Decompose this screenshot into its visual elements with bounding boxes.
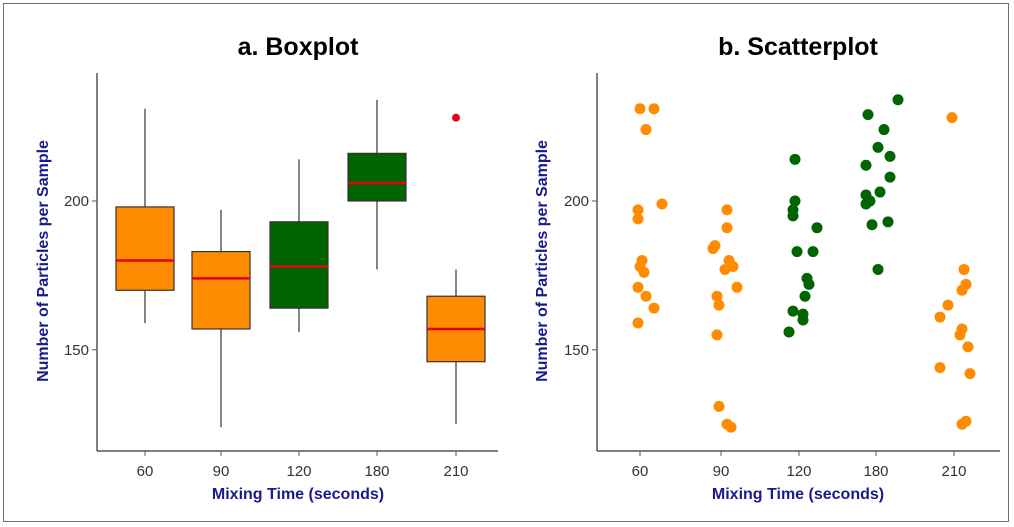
scatterplot-point bbox=[638, 266, 650, 278]
scatterplot-point bbox=[731, 281, 743, 293]
scatterplot-point bbox=[934, 362, 946, 374]
scatterplot-point bbox=[884, 171, 896, 183]
scatterplot-point bbox=[807, 246, 819, 258]
scatterplot-y-axis-label: Number of Particles per Sample bbox=[534, 140, 551, 382]
scatterplot-point bbox=[787, 210, 799, 222]
boxplot-x-axis-label: Mixing Time (seconds) bbox=[212, 486, 384, 503]
scatterplot-title: b. Scatterplot bbox=[718, 33, 878, 61]
scatterplot-point bbox=[648, 103, 660, 115]
scatterplot-point bbox=[721, 204, 733, 216]
boxplot-x-tick-label: 120 bbox=[286, 463, 311, 480]
scatterplot-x-tick-label: 90 bbox=[713, 463, 730, 480]
scatterplot-point bbox=[956, 284, 968, 296]
scatterplot-point bbox=[882, 216, 894, 228]
scatterplot-point bbox=[707, 243, 719, 255]
scatterplot-point bbox=[874, 186, 886, 198]
scatterplot-point bbox=[632, 204, 644, 216]
scatterplot-y-tick-label: 150 bbox=[564, 342, 589, 359]
scatterplot-point bbox=[634, 103, 646, 115]
scatterplot-point bbox=[872, 263, 884, 275]
scatterplot-point bbox=[866, 219, 878, 231]
scatterplot-point bbox=[860, 198, 872, 210]
scatterplot-x-tick-label: 120 bbox=[786, 463, 811, 480]
scatterplot-point bbox=[656, 198, 668, 210]
scatterplot-point bbox=[640, 124, 652, 136]
scatterplot-point bbox=[799, 290, 811, 302]
boxplot-box bbox=[191, 250, 251, 330]
scatterplot-point bbox=[884, 150, 896, 162]
scatterplot-point bbox=[964, 368, 976, 380]
boxplot-box bbox=[269, 221, 329, 309]
scatterplot-y-tick-label: 200 bbox=[564, 193, 589, 210]
scatterplot-point bbox=[791, 246, 803, 258]
boxplot-title: a. Boxplot bbox=[238, 33, 360, 61]
boxplot-x-tick-label: 180 bbox=[364, 463, 389, 480]
boxplot-x-tick-label: 60 bbox=[137, 463, 154, 480]
scatterplot-point bbox=[878, 124, 890, 136]
scatterplot-point bbox=[721, 222, 733, 234]
boxplot-panel: a. Boxplot Number of Particles per Sampl… bbox=[35, 33, 498, 503]
scatterplot-point bbox=[862, 109, 874, 121]
scatterplot-x-tick-label: 210 bbox=[941, 463, 966, 480]
scatterplot-x-tick-label: 60 bbox=[632, 463, 649, 480]
boxplot-y-tick-label: 200 bbox=[64, 193, 89, 210]
scatterplot-point bbox=[783, 326, 795, 338]
scatterplot-point bbox=[811, 222, 823, 234]
scatterplot-point bbox=[787, 305, 799, 317]
boxplot-y-tick-label: 150 bbox=[64, 342, 89, 359]
scatterplot-point bbox=[648, 302, 660, 314]
scatterplot-point bbox=[797, 314, 809, 326]
scatterplot-point bbox=[711, 290, 723, 302]
boxplot-outlier-point bbox=[452, 113, 460, 122]
scatterplot-point bbox=[719, 263, 731, 275]
boxplot-y-axis-label: Number of Particles per Sample bbox=[35, 140, 52, 382]
scatterplot-x-axis-label: Mixing Time (seconds) bbox=[712, 486, 884, 503]
scatterplot-point bbox=[713, 299, 725, 311]
scatterplot-point bbox=[632, 317, 644, 329]
scatterplot-point bbox=[725, 421, 737, 433]
scatterplot-point bbox=[942, 299, 954, 311]
scatterplot-point bbox=[892, 94, 904, 106]
scatterplot-point bbox=[860, 159, 872, 171]
scatterplot-point bbox=[954, 329, 966, 341]
scatterplot-point bbox=[632, 213, 644, 225]
boxplot-x-tick-label: 210 bbox=[443, 463, 468, 480]
scatterplot-point bbox=[962, 341, 974, 353]
boxplot-x-tick-label: 90 bbox=[213, 463, 230, 480]
scatterplot-point bbox=[632, 281, 644, 293]
scatterplot-panel: b. Scatterplot Number of Particles per S… bbox=[534, 33, 1000, 503]
scatterplot-x-tick-label: 180 bbox=[863, 463, 888, 480]
boxplot-box bbox=[347, 152, 407, 202]
scatterplot-point bbox=[946, 112, 958, 124]
scatterplot-point bbox=[958, 263, 970, 275]
scatterplot-point bbox=[803, 278, 815, 290]
scatterplot-point bbox=[640, 290, 652, 302]
scatterplot-point bbox=[713, 400, 725, 412]
boxplot-box bbox=[115, 206, 175, 291]
scatterplot-point bbox=[789, 195, 801, 207]
scatterplot-point bbox=[711, 329, 723, 341]
scatterplot-point bbox=[789, 153, 801, 165]
scatterplot-point bbox=[872, 141, 884, 153]
scatterplot-point bbox=[934, 311, 946, 323]
scatterplot-point bbox=[956, 418, 968, 430]
